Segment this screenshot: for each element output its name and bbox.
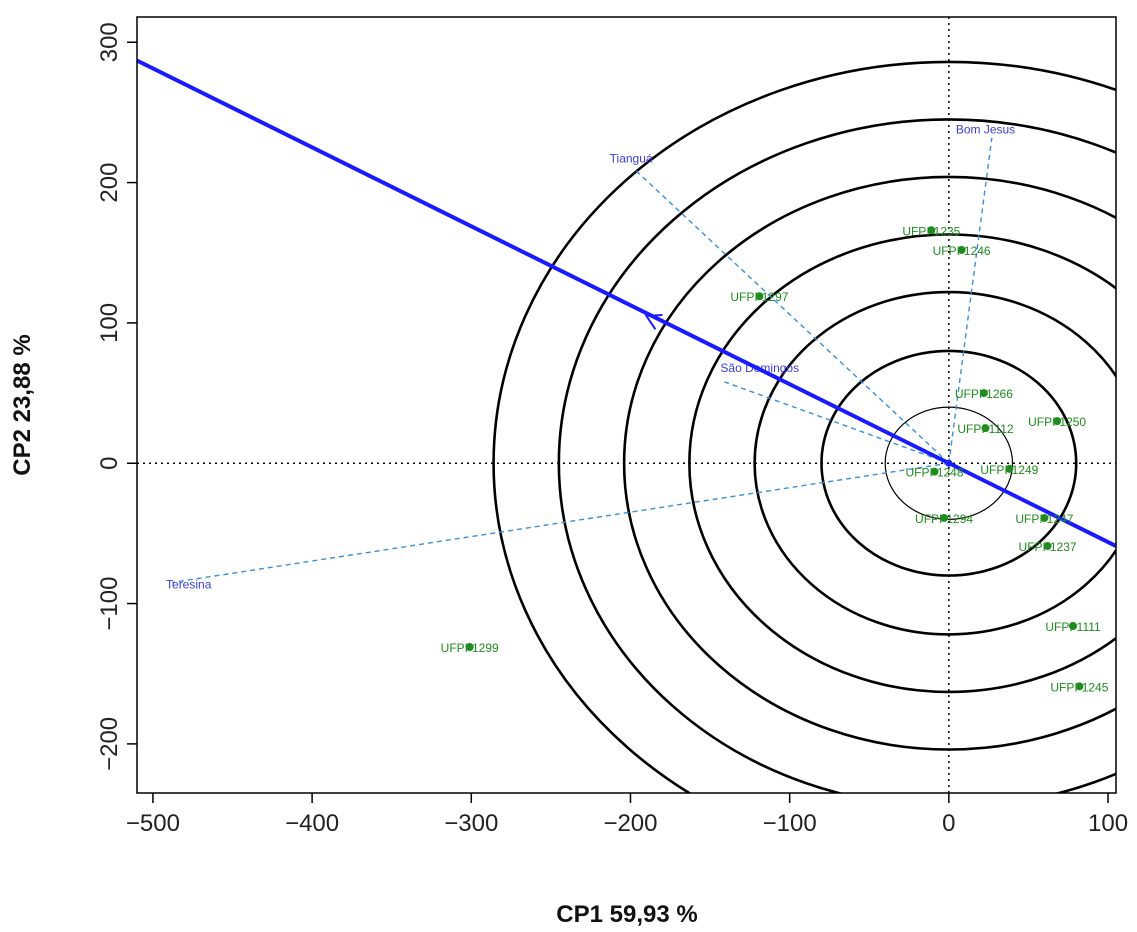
concentric-circle	[753, 290, 1116, 636]
x-tick-label: 100	[1088, 810, 1128, 837]
genotype-label: UFPI-1249	[980, 463, 1038, 477]
genotype-label: UFPI-1266	[955, 387, 1013, 401]
ideal-axis-line	[137, 58, 1116, 548]
genotype-point	[927, 226, 936, 235]
environment-label: Bom Jesus	[956, 123, 1015, 137]
genotype-label: UFPI-1112	[957, 422, 1014, 436]
genotype-label: UFPI-1245	[1050, 680, 1108, 694]
genotype-label: UFPI-1247	[1015, 512, 1073, 526]
genotype-label: UFPI-1299	[441, 641, 499, 655]
genotype-label: UFPI-1294	[915, 512, 973, 526]
environment-vector	[171, 462, 949, 584]
ideal-axis-origin	[945, 459, 953, 467]
y-tick-label: 0	[96, 457, 123, 470]
genotype-point	[940, 513, 949, 522]
genotype-point	[755, 292, 764, 301]
environment-vector	[724, 381, 950, 464]
y-tick-label: 300	[96, 22, 123, 62]
genotype-point	[1069, 622, 1078, 631]
y-tick-label: −100	[96, 577, 123, 631]
x-tick-label: −100	[763, 810, 817, 837]
genotype-label: UFPI-1246	[933, 244, 991, 258]
x-tick-label: −200	[603, 810, 657, 837]
genotype-point	[979, 389, 988, 398]
x-tick-label: −300	[444, 810, 498, 837]
axes: −500 −400 −300 −200 −100 0 100 300 200 100 0 −100 −2…	[96, 22, 1128, 837]
concentric-circle	[492, 60, 1116, 793]
genotype-point	[1040, 513, 1049, 522]
plot-area: Bom JesusTianguáSão DomingosTeresinaUFPI…	[137, 17, 1116, 793]
genotype-label: UFPI-1237	[1019, 540, 1077, 554]
genotype-point	[1053, 417, 1062, 426]
y-axis-title: CP2 23,88 %	[9, 334, 36, 475]
x-axis-title: CP1 59,93 %	[556, 901, 697, 928]
genotype-point	[930, 467, 939, 476]
plot-background	[137, 17, 1116, 793]
genotype-point	[981, 424, 990, 433]
plot-frame	[136, 16, 1117, 794]
genotype-label: UFPI-1111	[1045, 620, 1101, 634]
genotype-label: UFPI-1235	[902, 224, 960, 238]
genotype-label: UFPI-1297	[730, 290, 788, 304]
genotype-point	[465, 643, 474, 652]
ideal-axis-arrowhead	[644, 313, 663, 330]
genotype-point	[1005, 464, 1014, 473]
genotype-point	[1075, 682, 1084, 691]
y-tick-label: −200	[96, 717, 123, 771]
x-tick-label: 0	[942, 810, 955, 837]
genotype-label: UFPI-1248	[906, 466, 964, 480]
genotype-point	[957, 245, 966, 254]
environment-label: Tianguá	[610, 152, 653, 166]
x-tick-label: −500	[126, 810, 180, 837]
x-tick-label: −400	[285, 810, 339, 837]
y-tick-label: 200	[96, 163, 123, 203]
genotype-label: UFPI-1250	[1028, 415, 1086, 429]
environment-vector	[948, 137, 993, 464]
y-tick-label: 100	[96, 303, 123, 343]
environment-label: Teresina	[166, 578, 212, 592]
genotype-point	[1043, 542, 1052, 551]
